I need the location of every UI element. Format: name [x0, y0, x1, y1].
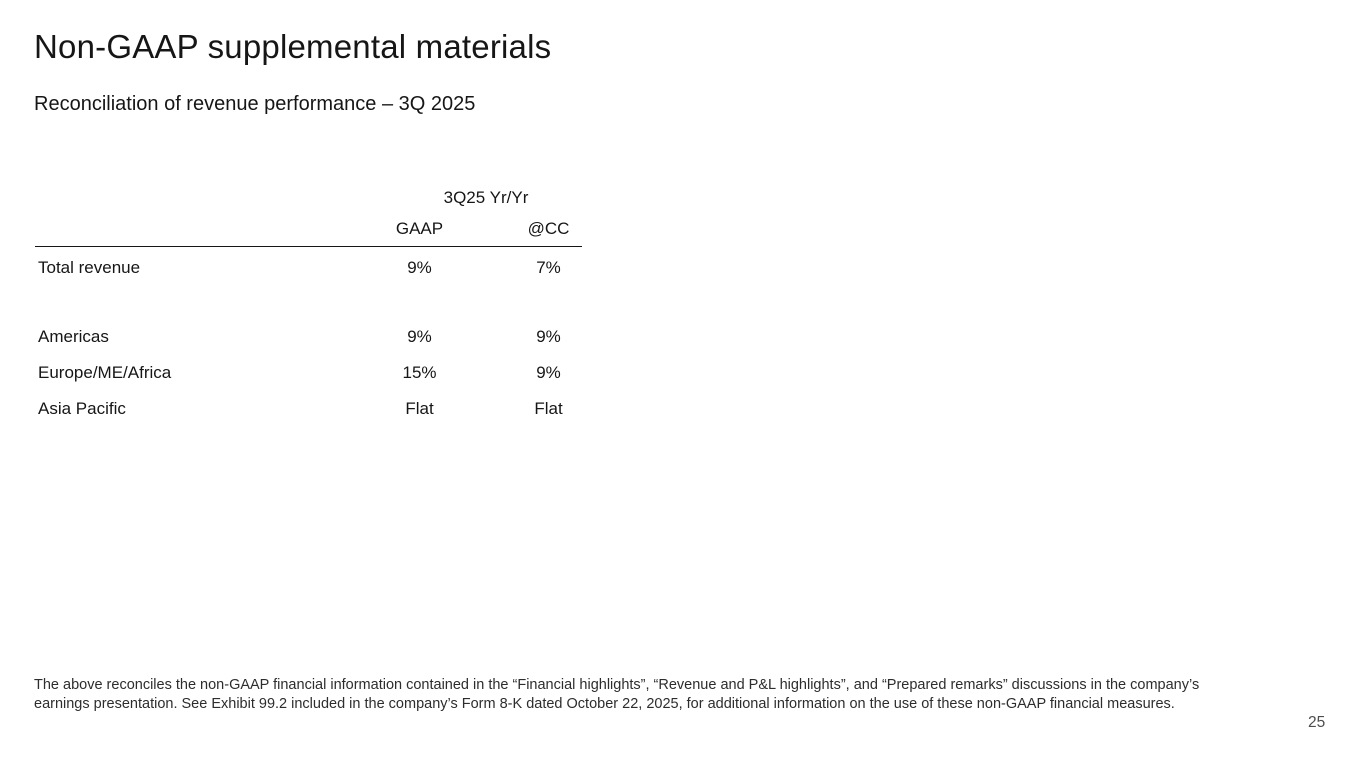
row-value-gaap: 9% — [407, 258, 432, 277]
table-row: Americas 9% 9% — [35, 319, 615, 355]
row-value-cc: 7% — [536, 258, 561, 277]
row-label: Total revenue — [38, 258, 141, 277]
page-title: Non-GAAP supplemental materials — [34, 28, 552, 65]
row-value-gaap: Flat — [405, 399, 434, 418]
table-row: Total revenue 9% 7% — [35, 250, 615, 286]
table-row: Asia Pacific Flat Flat — [35, 391, 615, 427]
row-label: Americas — [38, 327, 109, 346]
row-value-cc: Flat — [534, 399, 563, 418]
table-group-header: 3Q25 Yr/Yr — [443, 188, 529, 207]
page-subtitle: Reconciliation of revenue performance – … — [34, 93, 476, 115]
table-spacer — [35, 286, 615, 319]
table-header-rule — [35, 246, 582, 247]
row-value-gaap: 9% — [407, 327, 432, 346]
row-label: Asia Pacific — [38, 399, 126, 418]
row-label: Europe/ME/Africa — [38, 363, 172, 382]
revenue-reconciliation-table: 3Q25 Yr/Yr GAAP @CC Total revenue 9% 7% … — [35, 188, 615, 427]
footnote-text: The above reconciles the non-GAAP financ… — [34, 677, 1200, 713]
table-column-header-row: GAAP @CC — [35, 217, 615, 240]
table-group-header-row: 3Q25 Yr/Yr — [35, 188, 615, 217]
page-number: 25 — [1308, 714, 1326, 731]
table-row: Europe/ME/Africa 15% 9% — [35, 355, 615, 391]
column-header-gaap: GAAP — [395, 218, 444, 238]
row-value-cc: 9% — [536, 363, 561, 382]
row-value-cc: 9% — [536, 327, 561, 346]
column-header-cc: @CC — [527, 218, 570, 238]
row-value-gaap: 15% — [402, 363, 437, 382]
